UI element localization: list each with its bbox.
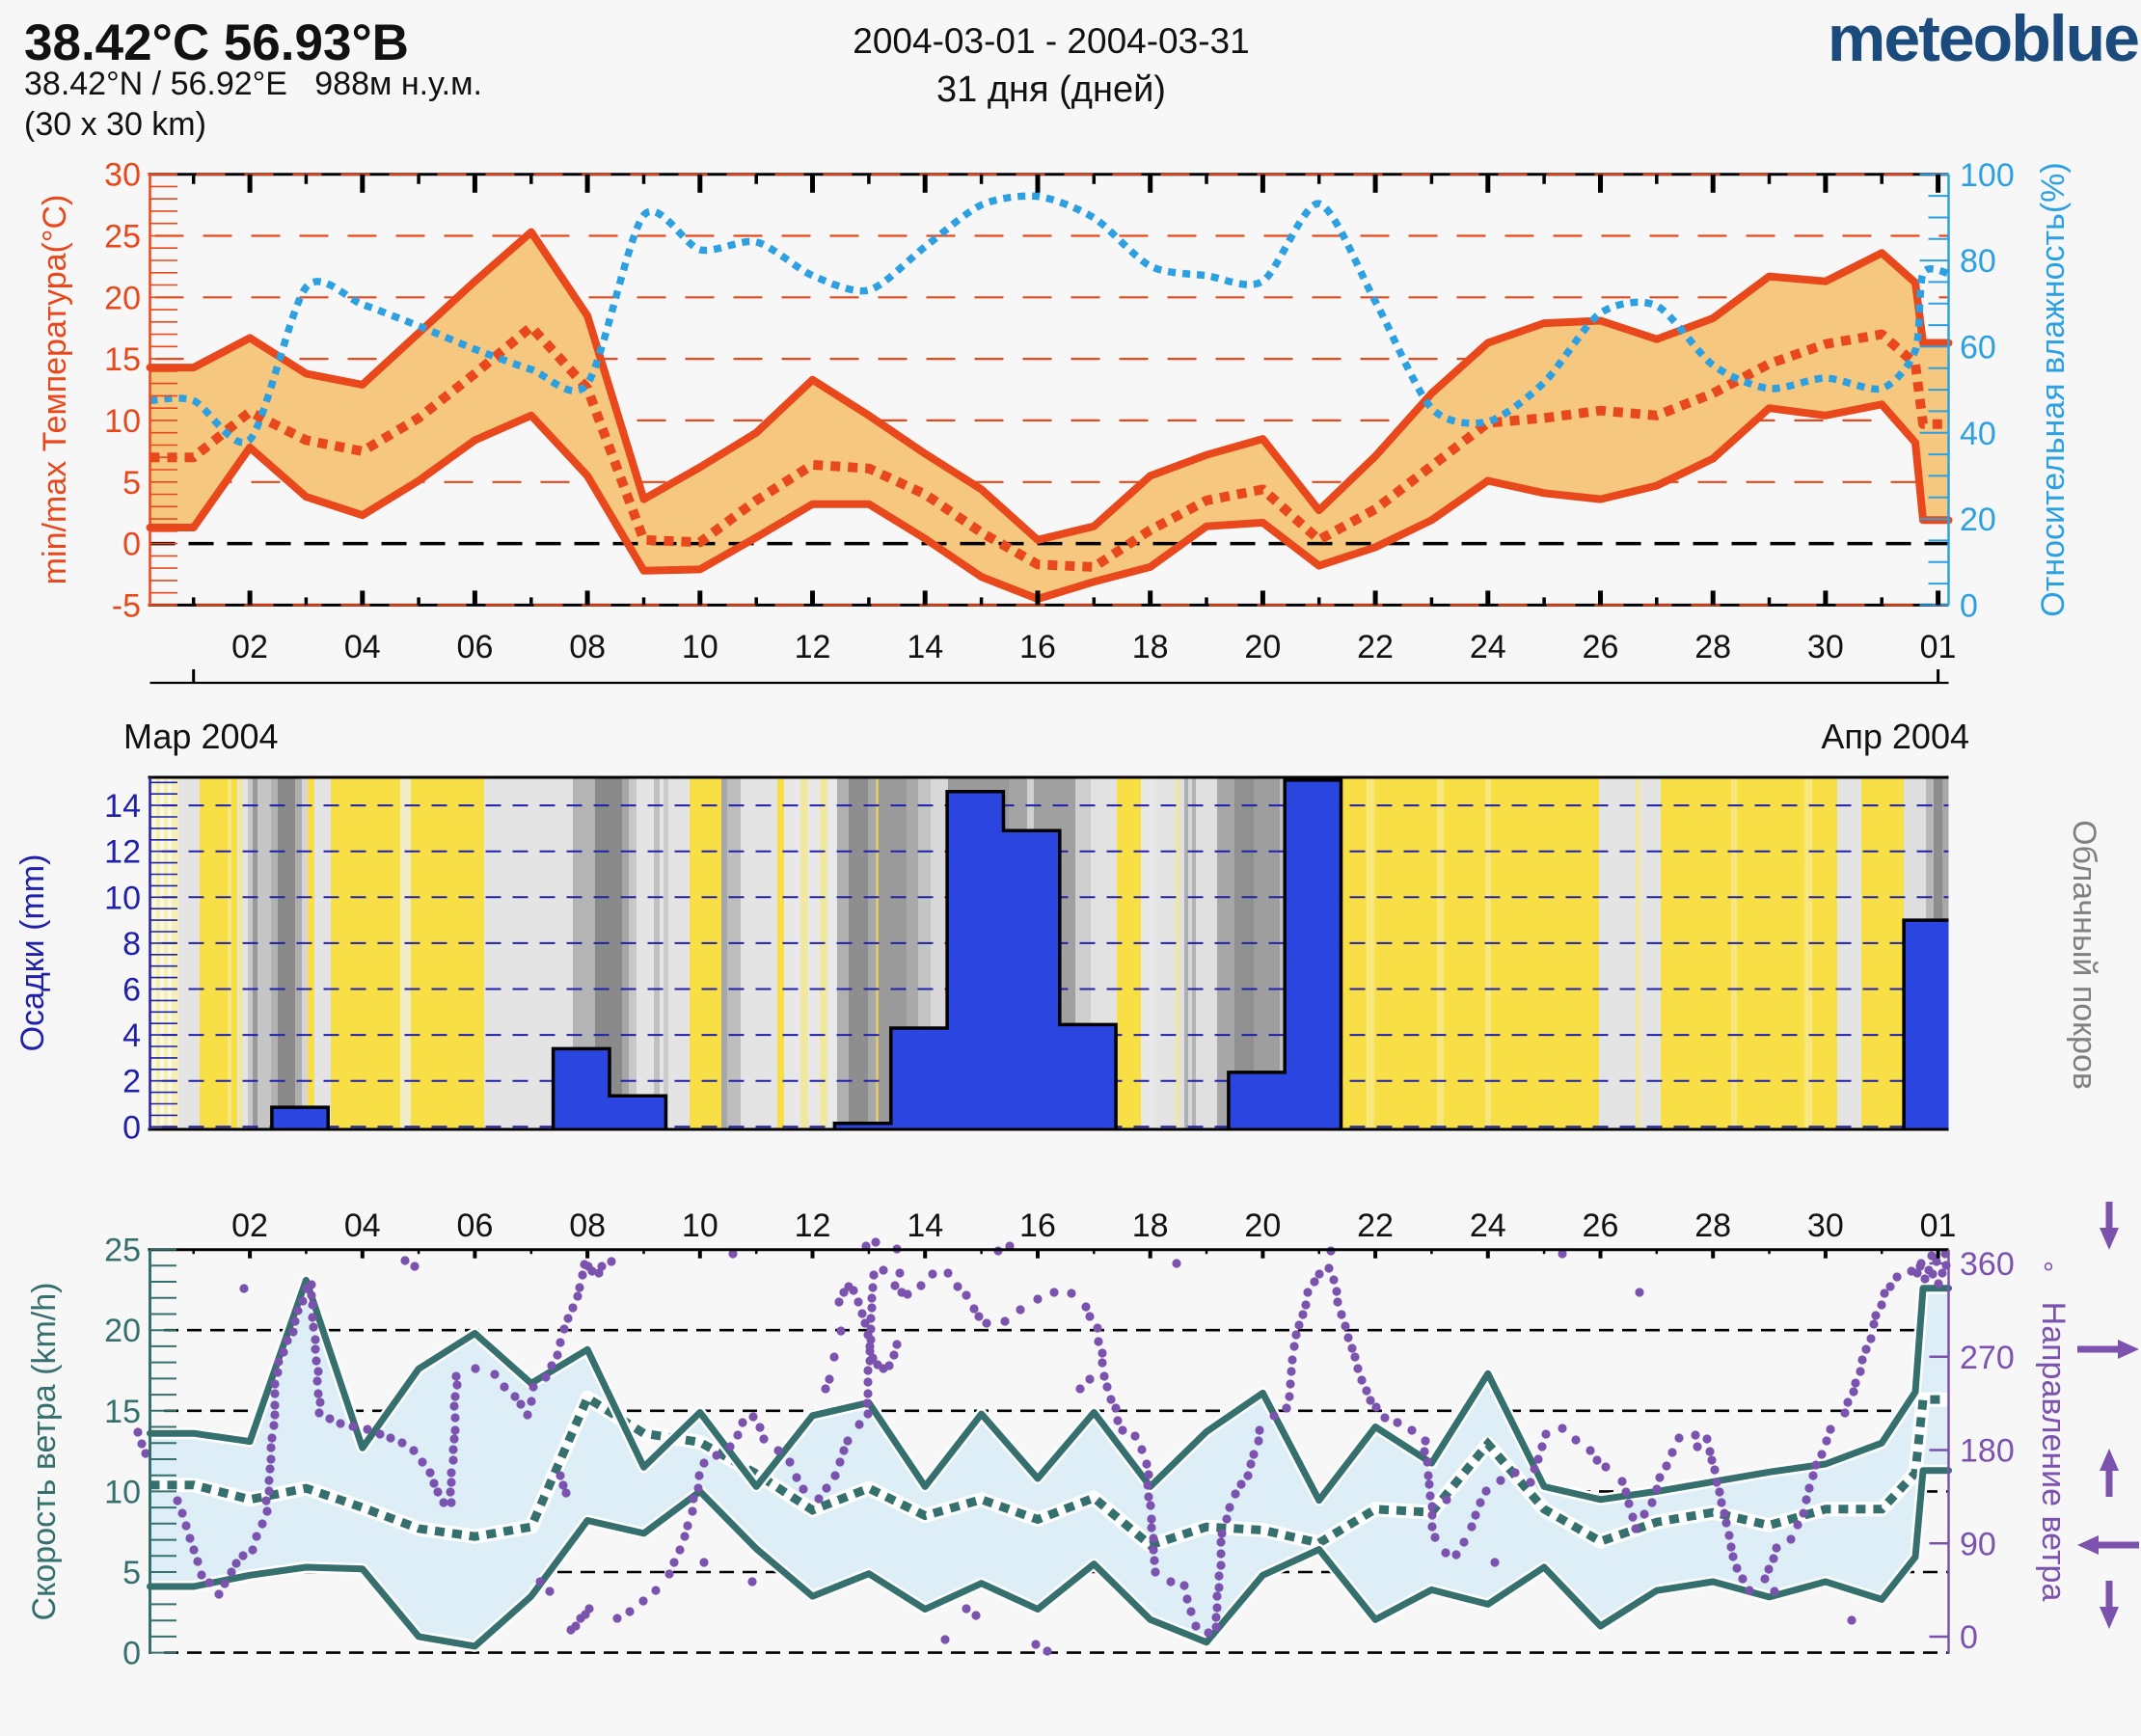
svg-text:08: 08 xyxy=(569,629,606,665)
svg-text:28: 28 xyxy=(1694,1207,1731,1244)
svg-text:15: 15 xyxy=(104,341,141,378)
svg-text:Скорость ветра (km/h): Скорость ветра (km/h) xyxy=(26,1283,63,1621)
svg-text:20: 20 xyxy=(104,280,141,316)
svg-text:10: 10 xyxy=(104,880,141,916)
svg-text:14: 14 xyxy=(104,788,141,825)
svg-text:22: 22 xyxy=(1357,1207,1394,1244)
svg-text:02: 02 xyxy=(231,1207,268,1244)
svg-text:25: 25 xyxy=(104,1233,141,1269)
svg-text:min/max Температура(°C): min/max Температура(°C) xyxy=(37,195,73,585)
svg-text:16: 16 xyxy=(1019,1207,1056,1244)
svg-text:Облачный покров: Облачный покров xyxy=(2066,820,2102,1090)
svg-text:20: 20 xyxy=(1244,629,1281,665)
svg-text:4: 4 xyxy=(122,1017,141,1054)
svg-text:12: 12 xyxy=(104,834,141,871)
svg-text:20: 20 xyxy=(1960,502,1996,538)
svg-text:26: 26 xyxy=(1583,629,1619,665)
svg-text:38.42°N / 56.92°E 988м н.у.м: 38.42°N / 56.92°E 988м н.у.м. xyxy=(24,66,482,102)
svg-text:04: 04 xyxy=(344,1207,381,1244)
svg-text:16: 16 xyxy=(1019,629,1056,665)
svg-text:360: 360 xyxy=(1960,1246,2015,1283)
svg-text:10: 10 xyxy=(682,629,718,665)
svg-text:15: 15 xyxy=(104,1394,141,1430)
svg-text:Относительная влажность(%): Относительная влажность(%) xyxy=(2035,162,2072,616)
svg-text:30: 30 xyxy=(1807,1207,1844,1244)
svg-text:180: 180 xyxy=(1960,1433,2015,1470)
svg-text:270: 270 xyxy=(1960,1340,2015,1376)
svg-text:2: 2 xyxy=(122,1064,141,1100)
svg-text:38.42°C 56.93°B: 38.42°C 56.93°B xyxy=(24,14,409,71)
svg-text:12: 12 xyxy=(795,1207,831,1244)
svg-text:18: 18 xyxy=(1132,629,1169,665)
svg-text:Направление ветра: Направление ветра xyxy=(2035,1302,2072,1602)
svg-text:30: 30 xyxy=(104,157,141,194)
svg-text:20: 20 xyxy=(1244,1207,1281,1244)
svg-text:40: 40 xyxy=(1960,416,1996,452)
svg-text:0: 0 xyxy=(122,1109,141,1146)
svg-text:06: 06 xyxy=(457,629,494,665)
svg-text:60: 60 xyxy=(1960,329,1996,366)
svg-text:10: 10 xyxy=(104,1474,141,1510)
svg-text:08: 08 xyxy=(569,1207,606,1244)
svg-text:Апр 2004: Апр 2004 xyxy=(1821,717,1969,756)
svg-text:28: 28 xyxy=(1694,629,1731,665)
svg-text:-5: -5 xyxy=(112,587,141,624)
svg-text:30: 30 xyxy=(1807,629,1844,665)
svg-text:31 дня (дней): 31 дня (дней) xyxy=(936,69,1166,110)
svg-text:01: 01 xyxy=(1920,1207,1957,1244)
svg-text:Мар 2004: Мар 2004 xyxy=(123,717,279,756)
svg-text:80: 80 xyxy=(1960,243,1996,280)
svg-text:°: ° xyxy=(2043,1258,2054,1289)
svg-text:18: 18 xyxy=(1132,1207,1169,1244)
svg-text:14: 14 xyxy=(907,629,943,665)
svg-text:14: 14 xyxy=(907,1207,943,1244)
svg-text:6: 6 xyxy=(122,972,141,1009)
svg-text:25: 25 xyxy=(104,218,141,255)
svg-text:Осадки (mm): Осадки (mm) xyxy=(14,854,51,1052)
svg-text:5: 5 xyxy=(122,1555,141,1591)
svg-text:20: 20 xyxy=(104,1313,141,1349)
svg-text:0: 0 xyxy=(122,527,141,563)
svg-text:24: 24 xyxy=(1470,1207,1506,1244)
svg-text:24: 24 xyxy=(1470,629,1506,665)
svg-text:22: 22 xyxy=(1357,629,1394,665)
svg-text:0: 0 xyxy=(1960,587,1978,624)
svg-text:2004-03-01 - 2004-03-31: 2004-03-01 - 2004-03-31 xyxy=(853,21,1249,61)
svg-text:04: 04 xyxy=(344,629,381,665)
svg-text:06: 06 xyxy=(457,1207,494,1244)
svg-text:8: 8 xyxy=(122,926,141,963)
svg-text:26: 26 xyxy=(1583,1207,1619,1244)
svg-text:02: 02 xyxy=(231,629,268,665)
svg-text:meteoblue: meteoblue xyxy=(1828,2,2138,75)
svg-text:0: 0 xyxy=(1960,1619,1978,1656)
svg-text:10: 10 xyxy=(682,1207,718,1244)
svg-text:12: 12 xyxy=(795,629,831,665)
svg-text:01: 01 xyxy=(1920,629,1957,665)
svg-text:5: 5 xyxy=(122,465,141,502)
svg-text:(30 x 30 km): (30 x 30 km) xyxy=(24,106,206,143)
svg-text:100: 100 xyxy=(1960,157,2015,194)
svg-text:90: 90 xyxy=(1960,1526,1996,1562)
svg-text:0: 0 xyxy=(122,1636,141,1672)
svg-text:10: 10 xyxy=(104,403,141,440)
